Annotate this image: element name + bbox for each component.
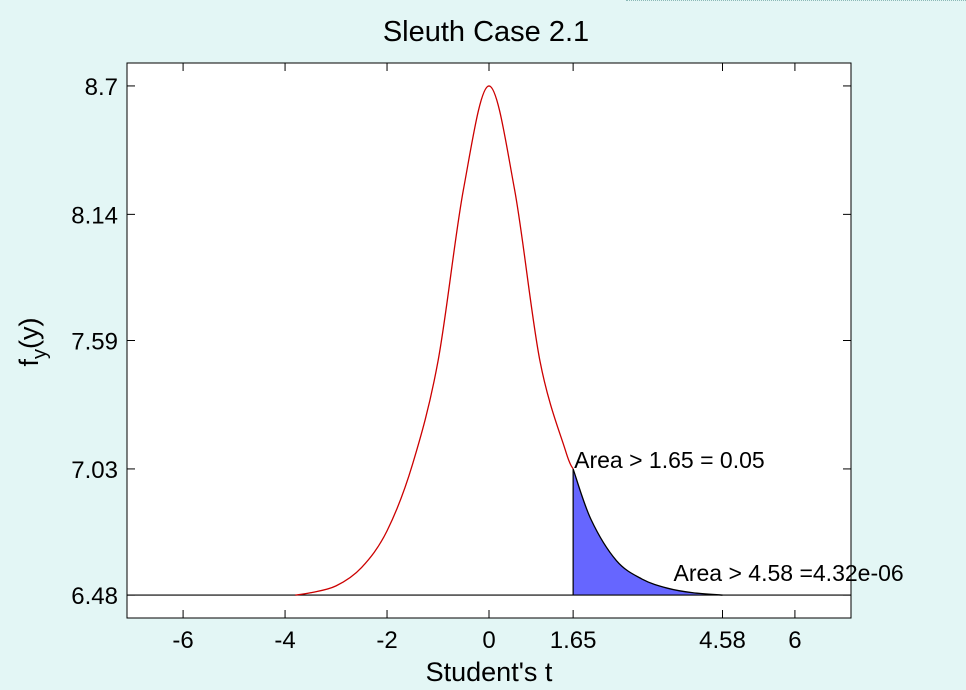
y-axis-title: fy(y) <box>14 318 51 367</box>
x-tick-label: 1.65 <box>550 627 597 654</box>
chart-marks: -6 -4 -2 0 1.65 4.58 6 6.48 7.03 7.59 8.14 8.7 Area … <box>71 63 904 654</box>
y-tick-label: 8.14 <box>71 202 118 229</box>
x-tick-label: 0 <box>482 627 495 654</box>
y-tick-label: 7.59 <box>71 329 118 356</box>
x-tick-label: 6 <box>788 627 801 654</box>
x-tick-label: -6 <box>172 627 193 654</box>
x-tick-label: 4.58 <box>699 627 746 654</box>
density-curve-line <box>295 85 574 596</box>
y-axis-title-base: f <box>14 359 44 367</box>
svg-text:fy(y): fy(y) <box>14 318 51 367</box>
shaded-tail-area <box>573 468 723 596</box>
y-tick-label: 8.7 <box>85 74 118 101</box>
annotation-area-1: Area > 1.65 = 0.05 <box>574 447 765 473</box>
y-axis-title-suffix: (y) <box>14 318 44 349</box>
chart-title: Sleuth Case 2.1 <box>383 16 589 48</box>
plot-area <box>126 62 852 619</box>
annotation-area-2: Area > 4.58 =4.32e-06 <box>674 560 904 586</box>
x-tick-label: -2 <box>376 627 397 654</box>
y-tick-label: 7.03 <box>71 457 118 484</box>
x-tick-label: -4 <box>274 627 295 654</box>
y-tick-label: 6.48 <box>71 583 118 610</box>
window-edge-decoration <box>626 0 966 5</box>
tail-curve-line <box>572 468 723 596</box>
y-axis-title-subscript: y <box>29 349 51 359</box>
x-axis-title: Student's t <box>426 657 553 687</box>
